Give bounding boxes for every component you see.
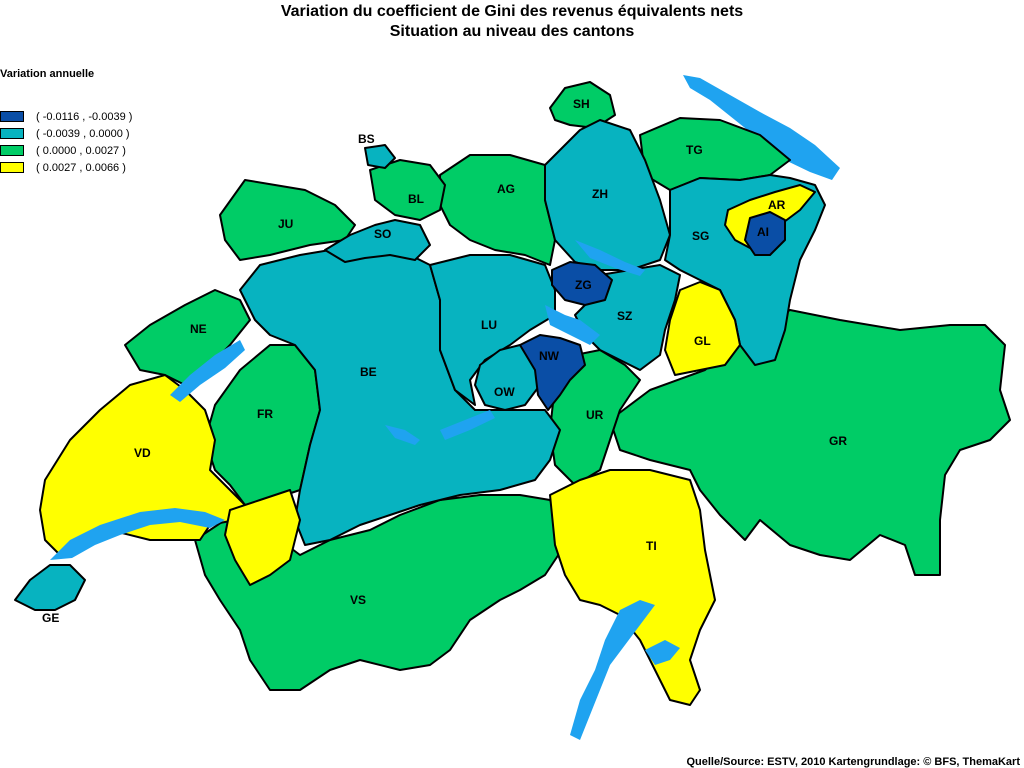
canton-label-AI: AI — [757, 225, 769, 239]
legend-label: ( 0.0027 , 0.0066 ) — [36, 161, 126, 174]
legend-swatch-yellow — [0, 162, 24, 173]
canton-LU[interactable] — [429, 254, 556, 406]
canton-BL[interactable] — [369, 159, 446, 221]
legend-swatch-dark-blue — [0, 111, 24, 122]
canton-label-SO: SO — [374, 227, 391, 241]
canton-UR[interactable] — [549, 349, 641, 486]
title-line-2: Situation au niveau des cantons — [389, 23, 635, 40]
lake-lucerne — [545, 305, 600, 345]
legend-item: ( -0.0039 , 0.0000 ) — [0, 125, 170, 142]
canton-label-GL: GL — [694, 334, 711, 348]
lake-maggiore — [570, 600, 655, 740]
canton-SO[interactable] — [324, 219, 431, 263]
canton-label-SG: SG — [692, 229, 709, 243]
legend-label: ( -0.0116 , -0.0039 ) — [36, 110, 133, 123]
legend-item: ( 0.0000 , 0.0027 ) — [0, 142, 170, 159]
lake-neuchatel — [170, 340, 245, 402]
canton-label-SZ: SZ — [617, 309, 632, 323]
legend-item: ( 0.0027 , 0.0066 ) — [0, 159, 170, 176]
legend-swatch-green — [0, 145, 24, 156]
canton-label-SH: SH — [573, 97, 590, 111]
canton-AI[interactable] — [744, 211, 786, 256]
canton-label-AG: AG — [497, 182, 515, 196]
legend-label: ( -0.0039 , 0.0000 ) — [36, 127, 130, 140]
legend-swatch-teal — [0, 128, 24, 139]
canton-label-BS: BS — [358, 132, 375, 146]
canton-NE[interactable] — [124, 289, 251, 386]
canton-label-TG: TG — [686, 143, 703, 157]
canton-label-ZH: ZH — [592, 187, 608, 201]
legend: Variation annuelle ( -0.0116 , -0.0039 )… — [0, 68, 170, 176]
canton-ZG[interactable] — [551, 261, 613, 306]
canton-label-TI: TI — [646, 539, 657, 553]
canton-label-GE: GE — [42, 611, 59, 625]
lake-geneva — [50, 508, 225, 560]
canton-label-NW: NW — [539, 349, 560, 363]
canton-label-JU: JU — [278, 217, 293, 231]
map-title: Variation du coefficient de Gini des rev… — [0, 2, 1024, 42]
canton-label-BE: BE — [360, 365, 377, 379]
legend-label: ( 0.0000 , 0.0027 ) — [36, 144, 126, 157]
canton-label-GR: GR — [829, 434, 847, 448]
canton-VS-west-yellow[interactable] — [224, 489, 301, 586]
canton-label-OW: OW — [494, 385, 515, 399]
canton-label-ZG: ZG — [575, 278, 592, 292]
canton-label-FR: FR — [257, 407, 273, 421]
canton-JU[interactable] — [219, 179, 356, 261]
canton-GE[interactable] — [14, 564, 86, 611]
canton-TI[interactable] — [549, 469, 716, 706]
canton-BS[interactable] — [364, 144, 396, 169]
lake-constance — [683, 75, 840, 180]
lake-zurich — [575, 240, 645, 276]
canton-label-LU: LU — [481, 318, 497, 332]
canton-NW[interactable] — [519, 334, 586, 411]
canton-label-AR: AR — [768, 198, 786, 212]
title-line-1: Variation du coefficient de Gini des rev… — [280, 3, 744, 20]
canton-label-VS: VS — [350, 593, 366, 607]
canton-OW[interactable] — [474, 344, 541, 411]
canton-GL[interactable] — [664, 281, 741, 376]
canton-label-UR: UR — [586, 408, 604, 422]
canton-AG[interactable] — [439, 154, 556, 266]
canton-label-VD: VD — [134, 446, 151, 460]
canton-GR[interactable] — [609, 309, 1011, 576]
canton-VS[interactable] — [194, 494, 566, 691]
canton-label-BL: BL — [408, 192, 424, 206]
source-credit: Quelle/Source: ESTV, 2010 Kartengrundlag… — [686, 756, 1020, 768]
legend-title: Variation annuelle — [0, 68, 95, 80]
legend-item: ( -0.0116 , -0.0039 ) — [0, 108, 170, 125]
lake-lugano — [645, 640, 680, 665]
canton-label-NE: NE — [190, 322, 207, 336]
lake-thun — [385, 425, 420, 445]
lake-brienz — [440, 410, 495, 440]
canton-SH[interactable] — [549, 81, 616, 129]
